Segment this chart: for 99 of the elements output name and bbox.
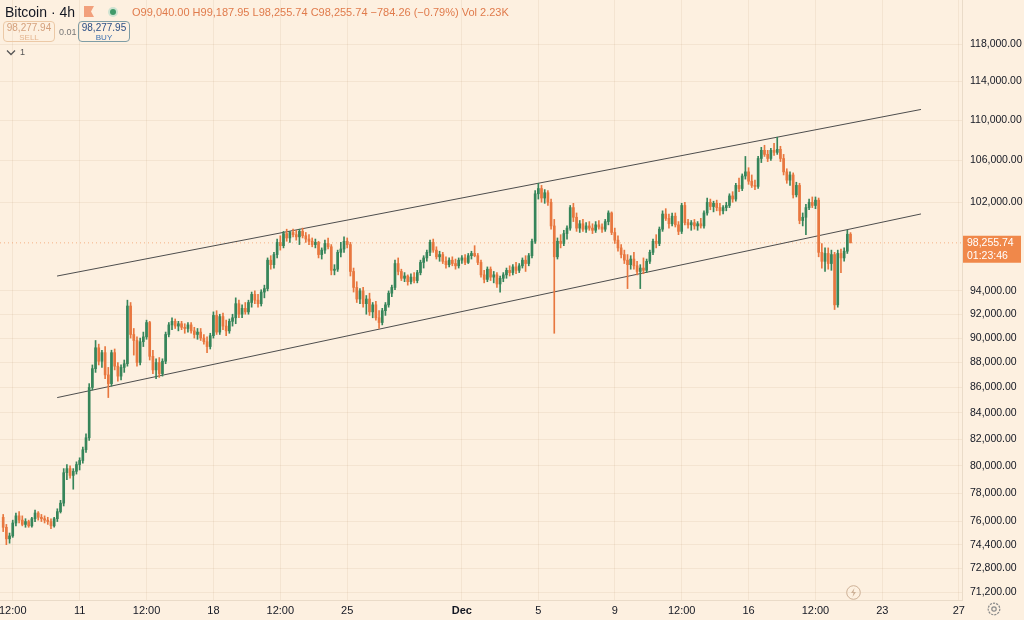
x-tick-label: 25 — [341, 603, 354, 616]
y-tick-label: 86,000.00 — [970, 380, 1017, 393]
x-tick-label: Dec — [451, 603, 472, 616]
candlestick — [46, 516, 50, 525]
candlestick — [849, 232, 852, 244]
candlestick — [438, 250, 441, 262]
x-tick-label: 12:00 — [801, 603, 830, 616]
sell-button: 98,277.94 SELL — [3, 21, 55, 42]
y-tick-label: 114,000.00 — [970, 74, 1022, 87]
buy-button: 98,277.95 BUY — [78, 21, 130, 42]
annotation: 0.01 — [59, 27, 77, 37]
candlestick — [693, 219, 696, 230]
candlestick — [489, 266, 492, 281]
candlestick — [638, 264, 642, 289]
candlestick — [830, 249, 833, 271]
candlestick — [591, 223, 594, 234]
candlestick — [712, 200, 715, 213]
x-tick-label: 27 — [952, 603, 965, 616]
candlestick — [709, 198, 712, 211]
candlestick — [228, 318, 231, 334]
text: 01:23:46 — [967, 248, 1008, 262]
candlestick — [24, 518, 27, 528]
candlestick — [454, 258, 457, 270]
text: O99,040.00 H99,187.95 L98,255.74 C98,255.74 −784.26 (−0.79%) Vol 2.23K — [132, 5, 509, 18]
x-tick-label: 12:00 — [667, 603, 696, 616]
candlestick — [775, 136, 779, 155]
candlestick — [199, 328, 203, 341]
candlestick — [814, 196, 817, 209]
candlestick — [731, 191, 734, 203]
y-tick-label: 78,000.00 — [970, 486, 1017, 499]
candlestick — [556, 237, 559, 260]
annotation: SELL — [18, 33, 40, 42]
y-tick-label: 92,000.00 — [970, 307, 1017, 320]
x-tick-label: 11 — [73, 603, 86, 616]
y-tick-label: 94,000.00 — [970, 283, 1017, 296]
x-tick-label: 12:00 — [132, 603, 161, 616]
candlestick — [368, 292, 371, 316]
candlestick — [40, 514, 43, 522]
y-tick-label: 118,000.00 — [970, 37, 1022, 50]
candlestick — [559, 234, 562, 249]
candlestick — [795, 181, 798, 198]
candlestick — [43, 515, 46, 524]
candlestick — [110, 349, 113, 387]
candlestick — [317, 240, 320, 259]
candlestick — [728, 193, 731, 208]
candlestick — [642, 257, 645, 275]
x-tick-label: 23 — [876, 603, 889, 616]
y-tick-label: 82,000.00 — [970, 431, 1017, 444]
candlestick — [301, 227, 304, 239]
y-tick-label: 84,000.00 — [970, 405, 1017, 418]
candlestick — [451, 256, 454, 267]
candlestick — [798, 182, 801, 225]
annotation: 98,277.94 — [5, 22, 53, 33]
candlestick — [282, 231, 285, 249]
candlestick — [524, 255, 527, 272]
candlestick — [521, 257, 524, 269]
y-tick-label: 110,000.00 — [970, 113, 1022, 126]
candlestick — [177, 321, 180, 332]
y-tick-label: 71,200.00 — [970, 585, 1017, 598]
candlestick — [365, 295, 368, 315]
annotation: 1 — [20, 47, 26, 57]
candlestick — [747, 167, 750, 185]
y-tick-label: 74,400.00 — [970, 537, 1017, 550]
candlestick — [192, 326, 196, 339]
candlestick — [298, 228, 301, 245]
y-tick-label: 76,000.00 — [970, 514, 1017, 527]
annotation: BUY — [94, 33, 114, 42]
y-tick-label: 106,000.00 — [970, 153, 1023, 166]
candlestick — [696, 221, 699, 231]
candlestick — [508, 265, 511, 277]
candlestick — [196, 328, 199, 340]
candlestick — [470, 250, 473, 260]
candlestick — [215, 310, 218, 335]
candlestick — [278, 235, 282, 251]
x-tick-label: 5 — [535, 603, 542, 616]
chart-title: Bitcoin · 4h — [5, 3, 76, 20]
y-tick-label: 80,000.00 — [970, 458, 1017, 471]
annotation: 98,277.95 — [80, 22, 128, 33]
candlestick — [594, 221, 598, 233]
candlestick — [654, 234, 658, 249]
x-tick-label: 18 — [207, 603, 220, 616]
candlestick — [403, 272, 406, 283]
y-tick-label: 88,000.00 — [970, 355, 1017, 368]
candlestick — [833, 252, 836, 310]
candlestick — [314, 238, 317, 249]
candlestick — [27, 519, 30, 528]
candlestick — [486, 266, 489, 283]
candlestick — [505, 267, 508, 279]
x-tick-label: 9 — [611, 603, 618, 616]
candlestick — [180, 321, 183, 331]
x-tick-label: 12:00 — [266, 603, 295, 616]
candlestick — [626, 254, 629, 289]
candlestick — [540, 185, 543, 203]
y-tick-label: 102,000.00 — [970, 195, 1023, 208]
x-tick-label: 12:00 — [0, 603, 27, 616]
y-tick-label: 90,000.00 — [970, 330, 1017, 343]
x-tick-label: 16 — [742, 603, 755, 616]
y-tick-label: 72,800.00 — [970, 561, 1017, 574]
ref-line-label: 98,255.74 — [967, 235, 1014, 248]
